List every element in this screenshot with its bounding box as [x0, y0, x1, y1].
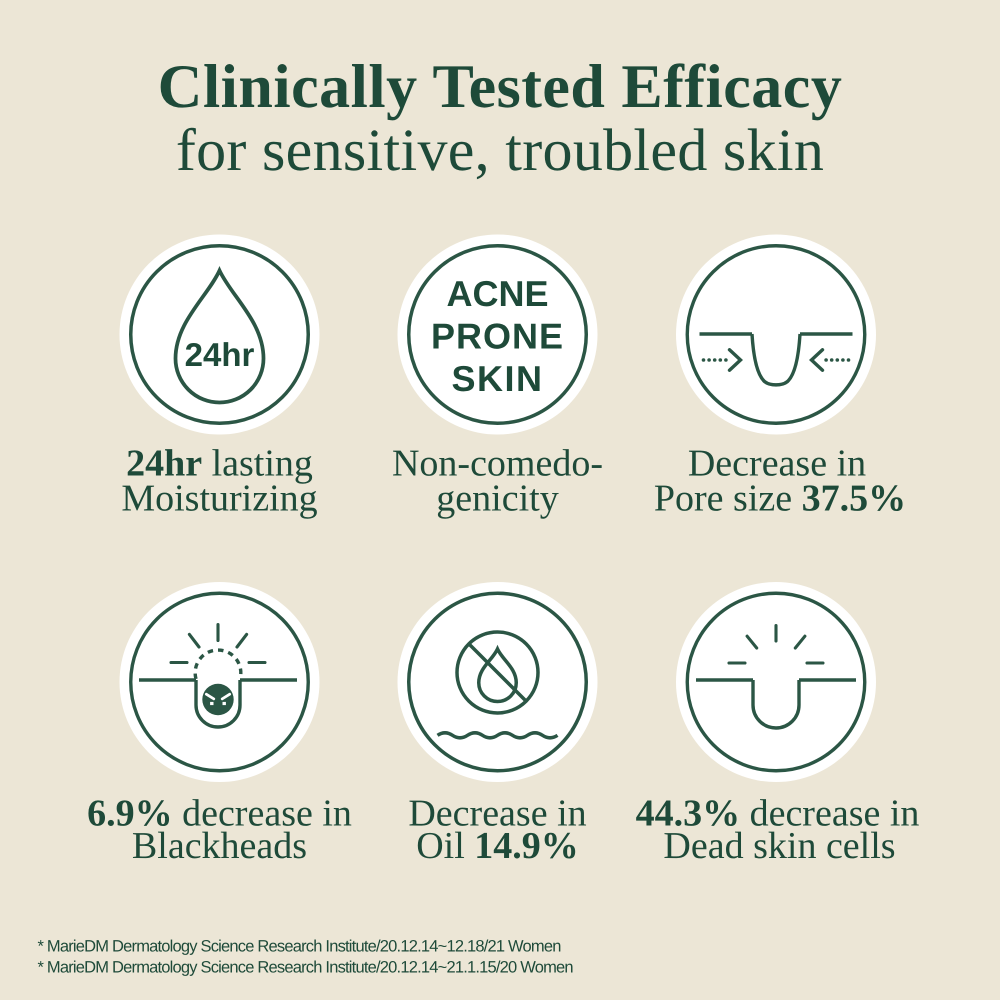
svg-text:24hr lasting: 24hr lasting: [126, 443, 313, 485]
svg-text:Non-comedo-: Non-comedo-: [392, 443, 603, 485]
svg-text:for sensitive, troubled skin: for sensitive, troubled skin: [176, 117, 824, 183]
svg-text:Moisturizing: Moisturizing: [121, 478, 317, 520]
svg-text:6.9% decrease in: 6.9% decrease in: [87, 793, 352, 835]
svg-text:genicity: genicity: [436, 478, 558, 520]
svg-text:Blackheads: Blackheads: [132, 825, 307, 867]
svg-text:Pore size 37.5%: Pore size 37.5%: [654, 478, 906, 520]
svg-text:Clinically Tested Efficacy: Clinically Tested Efficacy: [158, 53, 843, 121]
svg-text:SKIN: SKIN: [451, 358, 543, 399]
svg-text:ACNE: ACNE: [446, 273, 548, 314]
svg-text:PRONE: PRONE: [431, 316, 564, 357]
svg-text:Decrease in: Decrease in: [688, 443, 866, 485]
svg-text:24hr: 24hr: [185, 336, 255, 373]
svg-text:Decrease in: Decrease in: [408, 793, 586, 835]
svg-text:Dead skin cells: Dead skin cells: [663, 825, 895, 867]
svg-text:* MarieDM Dermatology Science: * MarieDM Dermatology Science Research I…: [38, 959, 574, 977]
svg-text:44.3% decrease in: 44.3% decrease in: [636, 793, 920, 835]
svg-text:Oil 14.9%: Oil 14.9%: [416, 825, 579, 867]
svg-text:* MarieDM Dermatology Science: * MarieDM Dermatology Science Research I…: [38, 938, 562, 956]
